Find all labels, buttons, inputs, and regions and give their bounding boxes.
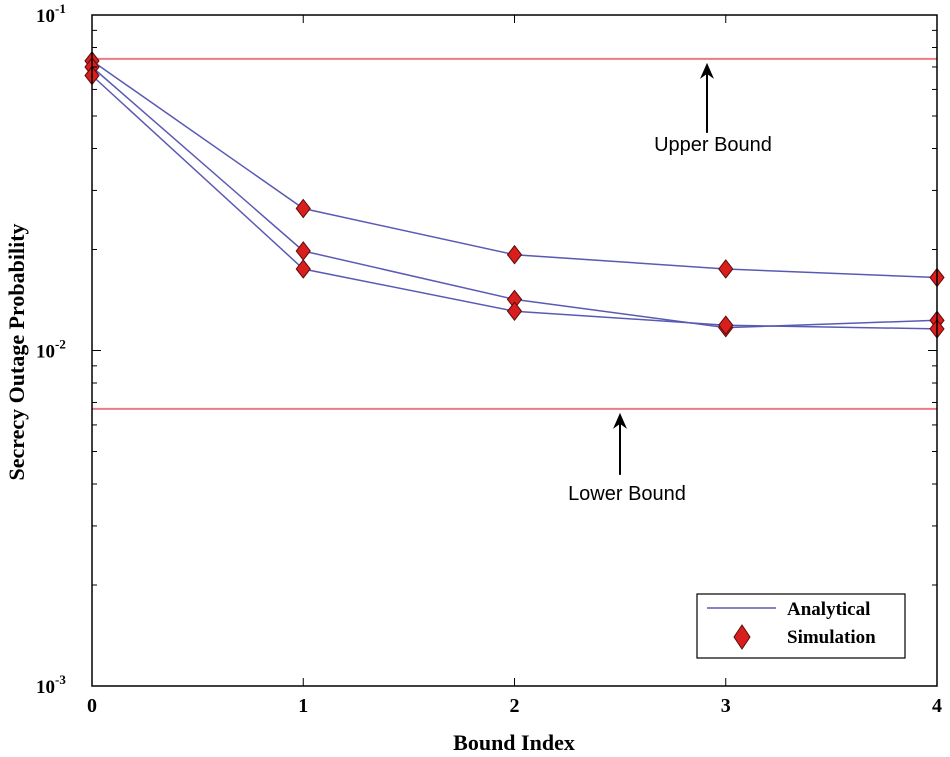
x-tick-label: 2 (510, 695, 520, 717)
series-3-marker (295, 259, 311, 279)
legend-label-simulation: Simulation (787, 627, 876, 648)
upper-bound-label: Upper Bound (654, 134, 772, 156)
series-1-marker (718, 259, 734, 279)
legend: Analytical Simulation (696, 593, 906, 659)
series-1-marker (506, 244, 523, 265)
y-axis: 10-110-210-3 (36, 1, 937, 698)
series-3-marker (506, 301, 523, 321)
x-axis: 0 1 2 3 4 (87, 15, 942, 717)
x-tick-label: 4 (932, 695, 942, 717)
lower-bound-arrow-head (613, 412, 627, 429)
legend-label-analytical: Analytical (787, 599, 870, 620)
series-3-marker (718, 315, 734, 335)
y-axis-title: Secrecy Outage Probability (4, 223, 29, 480)
y-tick-exponent: -2 (55, 337, 66, 352)
annotations: Upper Bound Lower Bound (568, 62, 772, 505)
reference-lines (92, 57, 937, 410)
x-tick-label: 3 (721, 695, 731, 717)
legend-marker-swatch (733, 624, 751, 650)
x-tick-label: 0 (87, 695, 97, 717)
series-1-marker (295, 198, 311, 219)
y-tick-exponent: -3 (55, 672, 66, 687)
legend-box (696, 593, 906, 659)
y-tick-label: 10-3 (36, 672, 66, 698)
lower-bound-label: Lower Bound (568, 483, 686, 505)
upper-bound-arrow-head (700, 62, 714, 79)
y-tick-exponent: -1 (55, 1, 66, 16)
x-tick-label: 1 (298, 695, 308, 717)
x-axis-title: Bound Index (453, 730, 575, 755)
